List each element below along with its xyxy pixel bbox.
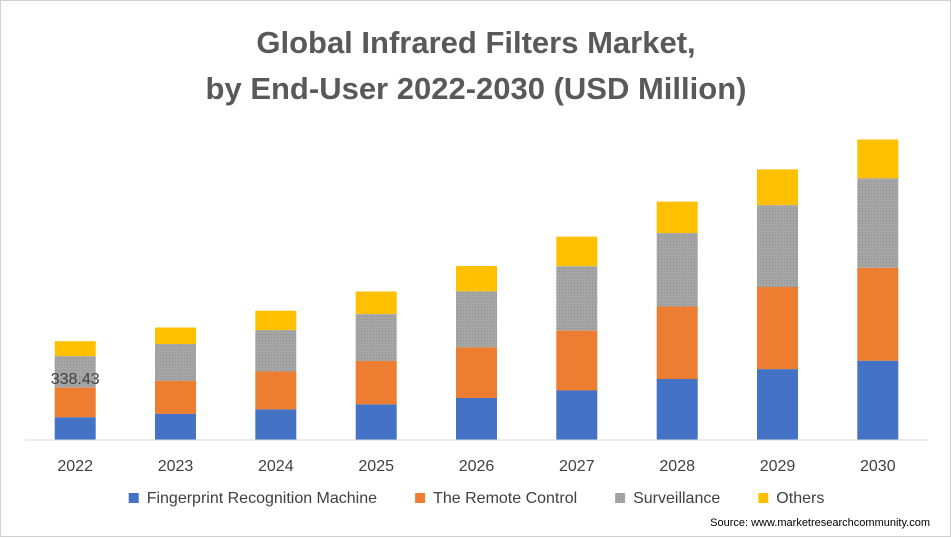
- legend-label-1: The Remote Control: [433, 490, 577, 507]
- bar-2027-series-3: [556, 236, 598, 267]
- bar-2022-series-1: [54, 387, 96, 418]
- bar-2026-series-3: [456, 266, 497, 292]
- chart-title-line-2: by End-User 2022-2030 (USD Million): [206, 71, 747, 106]
- x-tick-2023: 2023: [158, 458, 194, 475]
- bar-2025-series-3: [355, 291, 397, 314]
- legend-swatch-3: [758, 493, 769, 503]
- bar-2026-series-2: [456, 291, 497, 348]
- bar-2022-series-0: [54, 417, 96, 440]
- x-tick-2029: 2029: [760, 458, 796, 475]
- bar-2029-series-3: [757, 169, 798, 206]
- x-tick-2028: 2028: [659, 458, 695, 475]
- bar-2030-series-2: [857, 178, 899, 268]
- bar-2028-series-1: [656, 306, 698, 379]
- legend-label-3: Others: [776, 490, 824, 507]
- x-tick-2026: 2026: [459, 458, 495, 475]
- bar-2023-series-2: [155, 344, 196, 381]
- bar-2026-series-0: [456, 397, 497, 440]
- bar-2023-series-1: [155, 380, 196, 414]
- source-note: Source: www.marketresearchcommunity.com: [710, 517, 930, 529]
- legend-swatch-1: [415, 493, 426, 503]
- bar-2028-series-0: [656, 378, 698, 440]
- annotations-group: 338.43: [51, 371, 100, 388]
- bar-2030-series-3: [857, 139, 899, 179]
- bar-2024-series-2: [255, 330, 297, 372]
- bar-2028-series-3: [656, 201, 698, 233]
- bar-2030-series-1: [857, 267, 899, 361]
- bar-2028-series-2: [656, 233, 698, 307]
- x-tick-2022: 2022: [57, 458, 93, 475]
- bar-2027-series-1: [556, 330, 598, 391]
- bar-2022-series-2: [54, 356, 96, 388]
- bar-2025-series-0: [355, 404, 397, 440]
- bar-2024-series-3: [255, 310, 297, 331]
- bar-2025-series-1: [355, 361, 397, 405]
- x-tick-labels: 2022 2023 2024 2025 2026 2027 2028 2029 2030: [57, 458, 895, 475]
- x-tick-2024: 2024: [258, 458, 294, 475]
- chart-title-line-1: Global Infrared Filters Market,: [256, 25, 695, 60]
- x-tick-2030: 2030: [860, 458, 896, 475]
- bar-2023-series-0: [155, 413, 196, 440]
- bars-group: [54, 139, 899, 440]
- bar-2029-series-0: [757, 369, 798, 440]
- x-tick-2027: 2027: [559, 458, 595, 475]
- legend-swatch-2: [615, 493, 626, 503]
- legend: Fingerprint Recognition Machine The Remot…: [128, 490, 824, 507]
- legend-swatch-0: [128, 493, 139, 503]
- bar-2029-series-2: [757, 205, 798, 287]
- bar-2024-series-1: [255, 371, 297, 410]
- bar-2022-series-3: [54, 341, 96, 357]
- bar-2025-series-2: [355, 314, 397, 361]
- legend-label-0: Fingerprint Recognition Machine: [147, 490, 377, 507]
- bar-2023-series-3: [155, 327, 196, 344]
- legend-label-2: Surveillance: [633, 490, 720, 507]
- bar-2026-series-1: [456, 347, 497, 398]
- bar-2030-series-0: [857, 360, 899, 440]
- bar-2029-series-1: [757, 287, 798, 370]
- bar-2027-series-2: [556, 266, 598, 331]
- bar-2027-series-0: [556, 390, 598, 440]
- x-tick-2025: 2025: [358, 458, 394, 475]
- bar-2024-series-0: [255, 409, 297, 440]
- data-label-0: 338.43: [51, 371, 100, 388]
